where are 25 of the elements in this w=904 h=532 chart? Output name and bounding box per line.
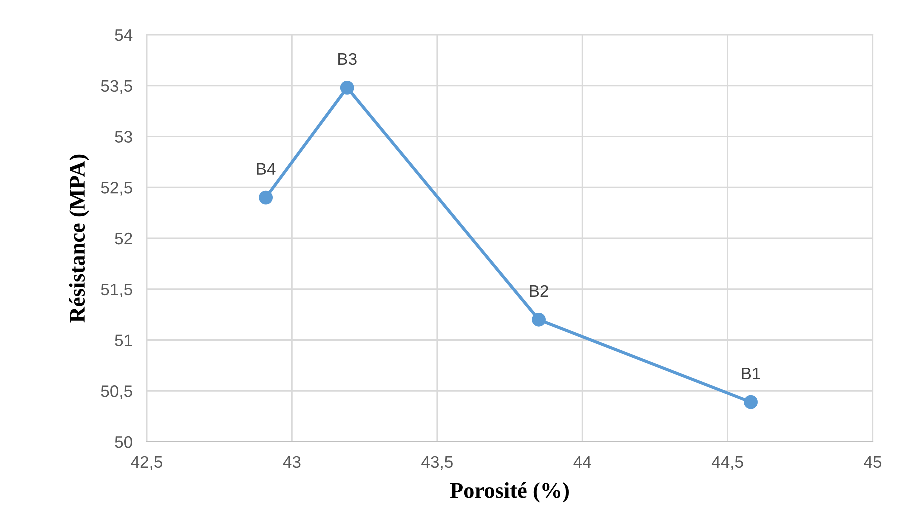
y-tick-label: 51 [115, 334, 132, 346]
annotation: B4 [257, 163, 276, 175]
point [532, 312, 546, 327]
annotation: B1 [742, 368, 760, 380]
y-tick-label: 53,5 [101, 80, 132, 94]
y-tick-label: 50 [115, 436, 132, 448]
annotation: B3 [338, 53, 357, 66]
x-tick-label: 44 [574, 456, 592, 468]
point [259, 190, 274, 205]
y-tick-label: 53 [115, 131, 132, 143]
y-tick-label: 52 [115, 232, 132, 245]
x-tick-label: 42,5 [131, 456, 163, 470]
point [340, 80, 354, 95]
y-axis-title: Résistance (MPA) [69, 154, 90, 323]
y-tick-label: 51,5 [101, 284, 132, 298]
point [744, 395, 758, 410]
y-tick-label: 52,5 [101, 182, 132, 196]
x-tick-label: 43 [283, 456, 301, 468]
x-tick-label: 44,5 [712, 456, 744, 470]
x-tick-label: 45 [864, 456, 882, 468]
x-tick-label: 43,5 [422, 456, 453, 470]
annotation: B2 [530, 285, 548, 297]
y-tick-label: 50,5 [101, 386, 132, 400]
x-axis-title: Porosité (%) [450, 482, 569, 503]
y-tick-label: 54 [115, 30, 133, 42]
